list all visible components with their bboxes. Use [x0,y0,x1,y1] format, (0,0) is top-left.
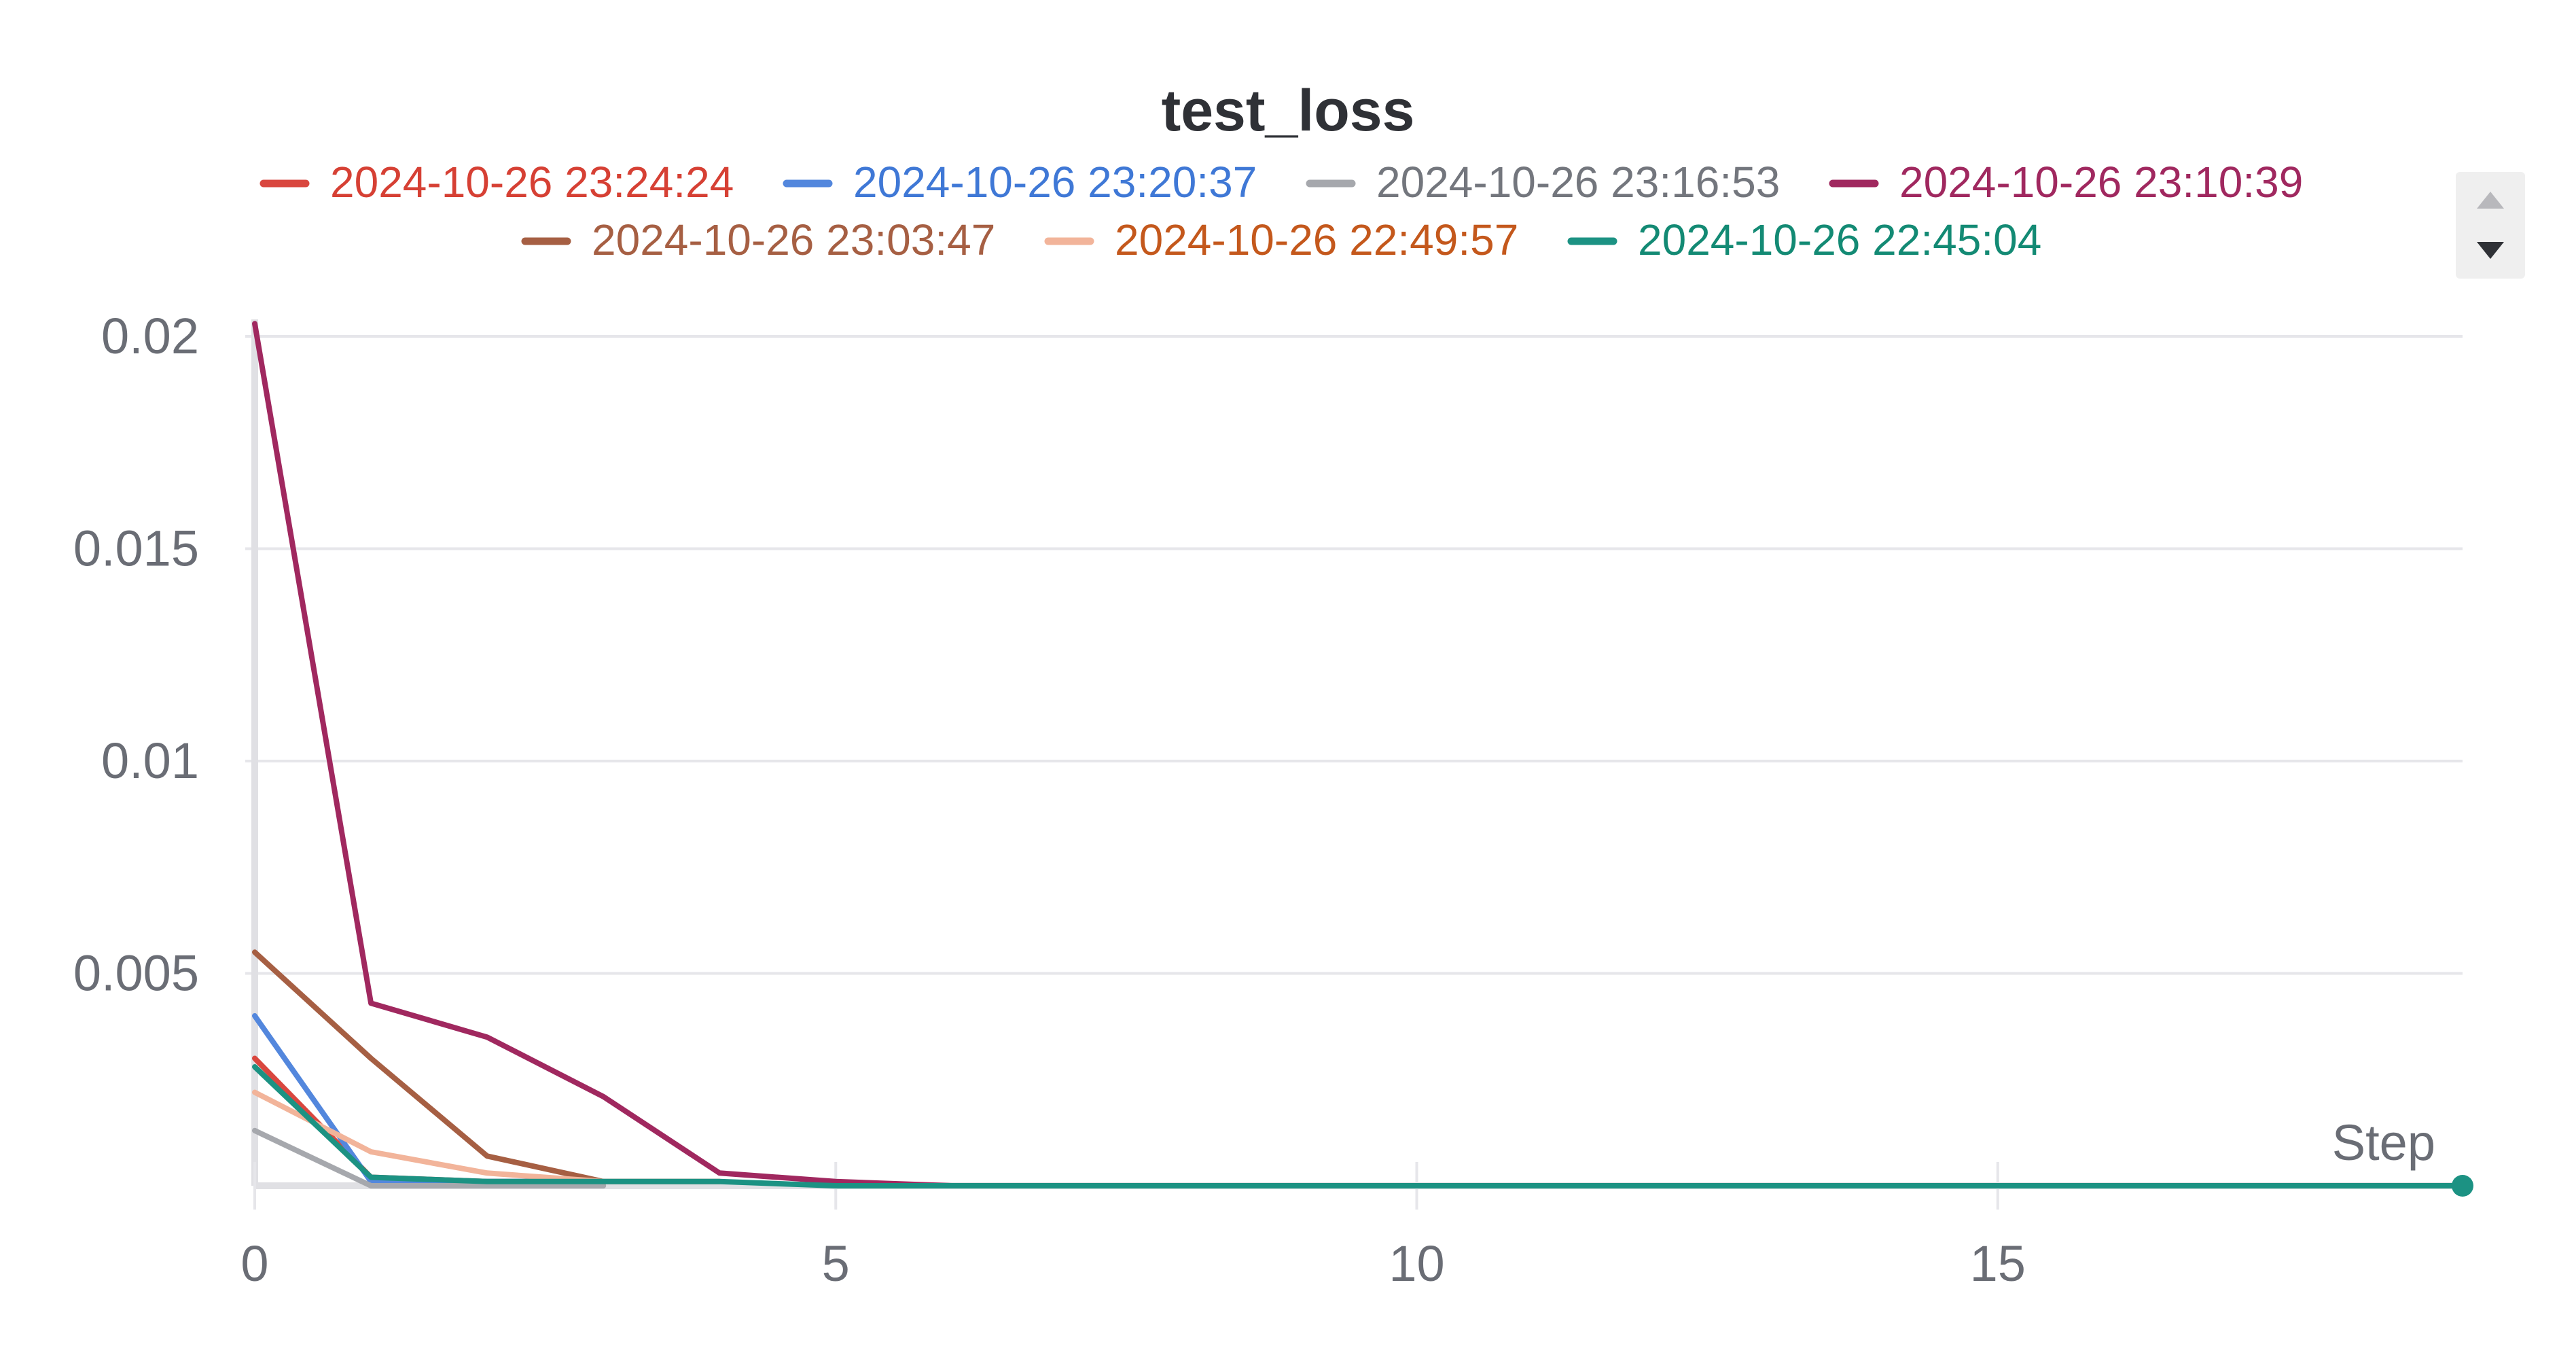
series-line [252,1064,2465,1188]
gridlines [255,335,2463,975]
chart-title: test_loss [1162,78,1415,143]
x-tick-label: 10 [1389,1235,1444,1292]
y-tick-label: 0.015 [73,521,199,577]
legend-label: 2024-10-26 22:49:57 [1115,215,1518,264]
x-tick-label: 15 [1970,1235,2026,1292]
series-end-marker [2452,1175,2473,1197]
legend-label: 2024-10-26 23:03:47 [592,215,995,264]
legend-label: 2024-10-26 23:10:39 [1899,158,2303,207]
legend-scroll-control[interactable] [2456,172,2525,279]
series-line [252,949,723,1184]
triangle-up-icon[interactable] [2477,192,2504,209]
tick-labels: 0.005 0.01 0.015 0.02 0 5 10 15 [73,308,2026,1292]
triangle-down-icon[interactable] [2477,242,2504,259]
series-line [252,321,2465,1188]
legend-item[interactable]: 2024-10-26 22:45:04 [1567,215,2041,264]
legend: 2024-10-26 23:24:24 2024-10-26 23:20:37 20… [260,158,2303,264]
legend-label: 2024-10-26 23:20:37 [853,158,1257,207]
legend-item[interactable]: 2024-10-26 23:16:53 [1306,158,1780,207]
legend-scroll-box [2456,172,2525,279]
data-series [252,321,2473,1197]
x-tick-label: 5 [822,1235,850,1292]
legend-label: 2024-10-26 22:45:04 [1638,215,2041,264]
legend-item[interactable]: 2024-10-26 23:24:24 [260,158,734,207]
axes [245,319,2463,1210]
x-axis-label: Step [2332,1114,2435,1171]
legend-item[interactable]: 2024-10-26 23:03:47 [521,215,995,264]
legend-item[interactable]: 2024-10-26 23:10:39 [1829,158,2303,207]
legend-label: 2024-10-26 23:24:24 [330,158,734,207]
series-line [252,1127,607,1188]
y-tick-label: 0.005 [73,945,199,1002]
x-tick-label: 0 [240,1235,268,1292]
y-tick-label: 0.02 [101,308,199,364]
legend-item[interactable]: 2024-10-26 22:49:57 [1044,215,1518,264]
legend-label: 2024-10-26 23:16:53 [1376,158,1780,207]
y-tick-label: 0.01 [101,733,199,789]
legend-item[interactable]: 2024-10-26 23:20:37 [783,158,1257,207]
